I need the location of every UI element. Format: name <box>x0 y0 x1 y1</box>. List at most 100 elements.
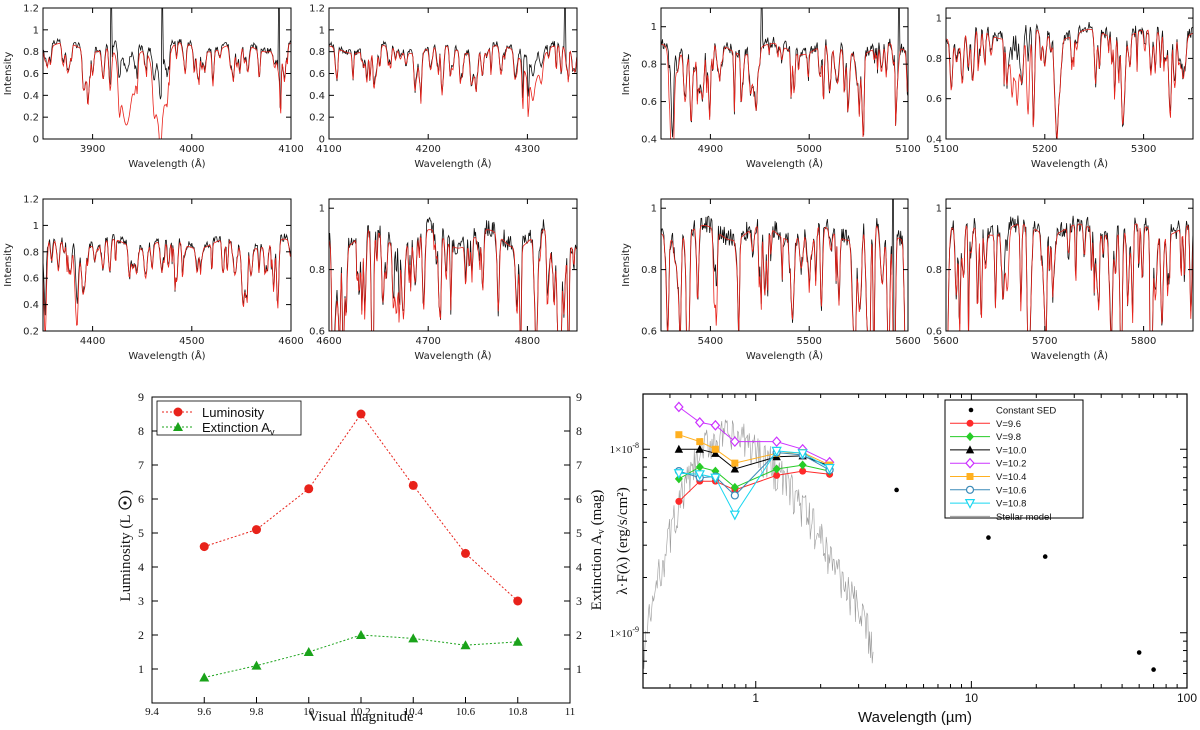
x-tick-label: 100 <box>1177 691 1197 705</box>
sed-point <box>824 463 835 474</box>
luminosity-point <box>356 409 366 419</box>
stellar-model-line <box>643 419 874 669</box>
model-spectrum-line <box>946 28 1193 139</box>
x-axis-label: Wavelength (µm) <box>858 709 972 726</box>
y2-tick-label: 6 <box>576 492 582 506</box>
y-tick-label: 1.2 <box>23 195 39 206</box>
plot-frame <box>151 396 571 704</box>
y-tick-label: 1 <box>319 25 325 36</box>
x-tick-label: 9.6 <box>197 706 211 718</box>
sed-point <box>694 417 705 428</box>
y2-tick-label: 9 <box>576 390 582 404</box>
y2-tick-label: 1 <box>576 662 582 676</box>
y-tick-label: 2 <box>138 628 144 642</box>
y-tick-label: 1 <box>33 221 39 232</box>
extinction-point <box>356 630 366 639</box>
y-tick-label: 1×10-8 <box>610 441 639 456</box>
y-tick-label: 0.2 <box>23 327 39 338</box>
spectrum-panel-8: 5600 5700 5800 0.6 0.8 1 Wavelength (Å) <box>926 198 1194 362</box>
sed-point <box>965 457 975 469</box>
legend-label: Stellar model <box>996 512 1051 523</box>
x-axis-label: Wavelength (Å) <box>746 157 823 170</box>
spectrum-panel-3: 4900 5000 5100 0.4 0.6 0.8 1 Wavelength (Å) Inte… <box>621 7 921 170</box>
spectrum-panel-1: 3900 4000 4100 0 0.2 0.4 0.6 0.8 1 1.2 Wavelength … <box>3 4 304 171</box>
plot-frame <box>945 198 1194 332</box>
sed-point <box>965 485 975 494</box>
legend: Constant SED V=9.6 V=9.8 V=10.0 V=10.2 V=10.4… <box>944 399 1084 523</box>
sed-point <box>696 438 704 446</box>
sed-point <box>675 497 683 505</box>
constant-sed-point <box>986 535 991 540</box>
x-tick-label: 4800 <box>515 336 540 347</box>
extinction-point <box>460 640 471 650</box>
y2-tick-label: 2 <box>576 628 582 642</box>
x-tick-label: 4500 <box>179 336 204 347</box>
x-tick-label: 1 <box>752 691 759 705</box>
plot-frame <box>328 198 578 332</box>
plot-frame <box>660 7 909 140</box>
y-tick-label: 1.2 <box>23 4 39 15</box>
sed-point <box>773 471 781 479</box>
y-axis-label: Intensity <box>621 52 632 96</box>
y2-tick-label: 5 <box>576 526 582 540</box>
y-tick-label: 0 <box>319 135 325 146</box>
y-axis-label: Intensity <box>3 243 14 287</box>
sed-point <box>730 482 739 492</box>
sed-point <box>966 473 974 480</box>
y2-tick-label: 3 <box>576 594 582 608</box>
model-spectrum-line <box>329 44 577 117</box>
extinction-series-line <box>204 634 518 678</box>
spectrum-panel-5: 4400 4500 4600 0.2 0.4 0.6 0.8 1 1.2 Wavelength (… <box>3 195 304 363</box>
x-tick-label: 10 <box>303 706 315 718</box>
y-tick-label: 1.2 <box>309 4 325 15</box>
x-tick-label: 5600 <box>933 336 958 347</box>
y-tick-label: 0.6 <box>926 327 942 338</box>
x-tick-label: 4400 <box>80 336 105 347</box>
x-tick-label: 4900 <box>698 144 723 155</box>
y2-tick-label: 7 <box>576 458 582 472</box>
sed-point <box>711 448 720 457</box>
y-tick-label: 0.4 <box>926 135 942 146</box>
model-spectrum-line <box>43 238 291 331</box>
x-tick-label: 4100 <box>316 144 341 155</box>
sed-point <box>730 464 740 473</box>
x-tick-label: 9.4 <box>145 706 159 718</box>
legend-marker-luminosity <box>173 407 183 417</box>
x-tick-label: 5200 <box>1032 144 1057 155</box>
x-tick-label: 4200 <box>415 144 440 155</box>
extinction-point <box>303 647 314 656</box>
plot-frame <box>660 198 909 332</box>
legend-label: V=10.8 <box>996 499 1026 510</box>
plot-frame <box>945 7 1194 140</box>
y-tick-label: 0 <box>33 135 39 146</box>
y-tick-label: 0.8 <box>641 60 657 71</box>
extinction-point <box>408 633 419 643</box>
observed-spectrum-line <box>43 8 291 110</box>
y-axis-label: Intensity <box>3 52 14 96</box>
legend-label-sub: v <box>270 427 275 437</box>
legend-box <box>944 399 1084 519</box>
y-tick-label: 0.6 <box>641 97 657 108</box>
y-tick-label: 1 <box>319 204 325 215</box>
y-tick-label: 0.8 <box>309 47 325 58</box>
y-tick-label: 0.4 <box>309 91 325 102</box>
model-spectrum-line <box>947 223 1193 331</box>
y-tick-label: 0.8 <box>926 54 942 65</box>
spectrum-panel-7: 5400 5500 5600 0.6 0.8 1 Wavelength (Å) Intensi… <box>621 198 921 362</box>
luminosity-extinction-panel: 9.4 9.6 9.8 10 10.2 10.4 10.6 10.8 111 12 23 34 45 56… <box>118 390 607 725</box>
x-tick-label: 4700 <box>415 336 440 347</box>
y-tick-label: 0.8 <box>23 47 39 58</box>
y-tick-label: 0.4 <box>23 91 39 102</box>
legend-label-text: Extinction A <box>202 420 270 435</box>
luminosity-point <box>199 542 209 552</box>
sed-point <box>694 470 705 481</box>
sed-point <box>966 432 974 442</box>
x-axis-label: Wavelength (Å) <box>128 349 205 362</box>
sed-point <box>799 467 807 475</box>
y-tick-label: 0.4 <box>641 135 657 146</box>
x-tick-label: 10.4 <box>404 706 424 718</box>
model-spectrum-line <box>329 229 577 331</box>
y-tick-label: 9 <box>138 390 144 404</box>
y-tick-mantissa: 1×10 <box>610 628 633 640</box>
x-tick-label: 5800 <box>1131 336 1156 347</box>
